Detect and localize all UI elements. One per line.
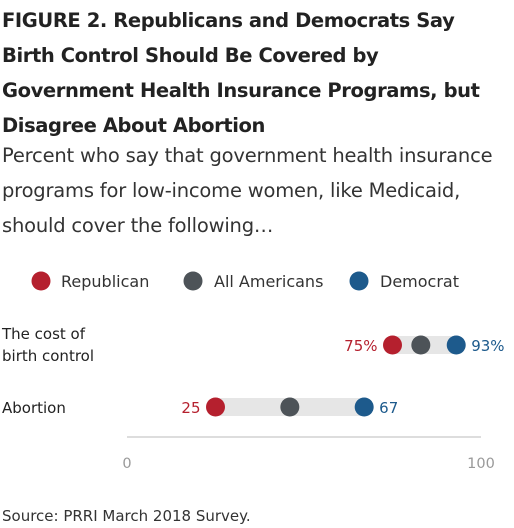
dot-range-chart: Republican All Americans Democrat The cost… bbox=[1, 271, 505, 472]
value-label-republican: 25 bbox=[181, 399, 200, 417]
dot-republican bbox=[383, 335, 402, 355]
dot-all-americans bbox=[280, 397, 300, 417]
value-label-democrat: 93% bbox=[471, 337, 504, 355]
dot-democrat bbox=[354, 397, 374, 417]
legend-marker-all-americans bbox=[183, 271, 203, 291]
value-label-republican: 75% bbox=[344, 337, 377, 355]
chart-title: FIGURE 2. Republicans and Democrats Say … bbox=[2, 9, 480, 137]
legend-label-republican: Republican bbox=[61, 272, 149, 291]
legend-marker-democrat bbox=[349, 271, 369, 291]
value-label-democrat: 67 bbox=[379, 399, 398, 417]
chart-subtitle: Percent who say that government health i… bbox=[2, 144, 493, 237]
dot-republican bbox=[206, 397, 225, 417]
row-label-line: The cost of bbox=[1, 325, 86, 343]
legend-label-democrat: Democrat bbox=[380, 272, 459, 291]
chart-legend: Republican All Americans Democrat bbox=[31, 271, 459, 291]
x-axis: 0 100 bbox=[122, 436, 495, 472]
row-label-line: birth control bbox=[2, 347, 94, 365]
dot-all-americans bbox=[411, 335, 431, 355]
tick-label: 100 bbox=[467, 456, 495, 472]
row-label-line: Abortion bbox=[2, 399, 66, 417]
dot-democrat bbox=[446, 335, 466, 355]
legend-marker-republican bbox=[31, 271, 51, 291]
chart-rows: The cost of birth control 75% 93% Abortion 25… bbox=[1, 325, 505, 417]
legend-label-all-americans: All Americans bbox=[214, 272, 323, 291]
tick-label: 0 bbox=[122, 456, 131, 472]
source-note: Source: PRRI March 2018 Survey. bbox=[2, 507, 251, 525]
